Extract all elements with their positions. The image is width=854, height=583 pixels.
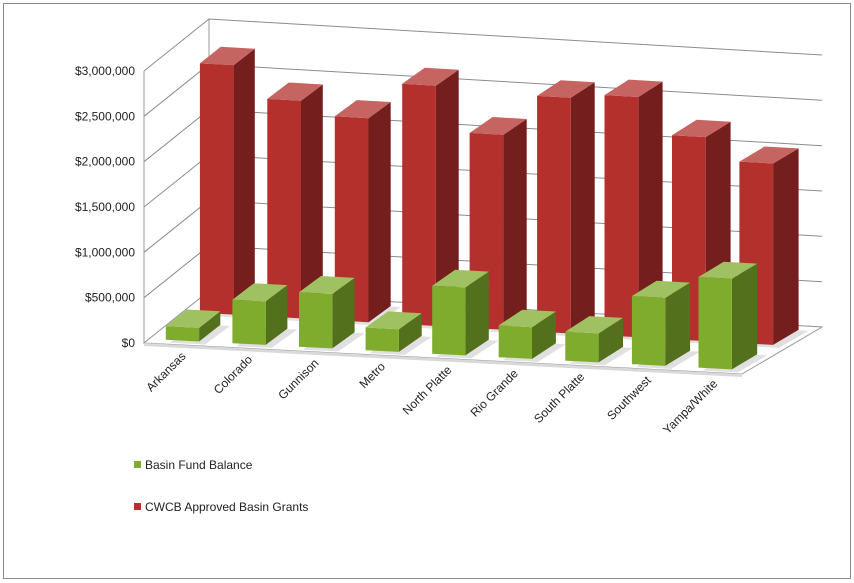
bar-top-face — [537, 80, 595, 98]
x-category-label: Yampa/White — [660, 376, 720, 436]
bar-basin-fund-balance — [165, 309, 231, 345]
bar-top-face — [604, 79, 663, 97]
legend-label-basin-fund-balance: Basin Fund Balance — [145, 458, 253, 472]
bar-cwcb-approved-basin-grants — [537, 80, 605, 337]
chart-frame: $0 $500,000 $1,000,000 $1,500,000 $2,000,000… — [3, 3, 851, 579]
bar-basin-fund-balance — [365, 311, 432, 355]
y-tick-label: $500,000 — [85, 291, 135, 305]
bar-top-face — [498, 309, 556, 328]
y-tick-label: $1,500,000 — [75, 200, 135, 214]
bar-top-face — [402, 67, 459, 86]
bar-side-face — [199, 311, 221, 342]
bar-front-face — [299, 292, 333, 349]
bar-top-face — [267, 82, 323, 101]
bars — [165, 46, 809, 373]
bar-top-face — [165, 309, 221, 328]
bar-top-face — [739, 146, 799, 164]
bar-front-face — [631, 296, 666, 366]
y-tick-label: $3,000,000 — [75, 64, 135, 78]
bar-basin-fund-balance — [498, 309, 566, 362]
bar-side-face — [301, 84, 323, 319]
legend-item: Basin Fund Balance — [134, 458, 253, 472]
bar-side-face — [665, 282, 691, 366]
bar-basin-fund-balance — [631, 280, 701, 369]
y-tick-label: $0 — [122, 336, 136, 350]
bar-side-face — [368, 102, 391, 323]
bar-basin-fund-balance — [565, 316, 633, 366]
bar-side-face — [532, 311, 556, 359]
bar-top-face — [365, 311, 422, 330]
bar-front-face — [232, 299, 266, 345]
bar-side-face — [570, 82, 595, 334]
x-category-label: Metro — [356, 359, 388, 391]
bar-chart: $0 $500,000 $1,000,000 $1,500,000 $2,000,000… — [75, 18, 824, 514]
bar-front-face — [604, 95, 639, 338]
bar-top-face — [432, 269, 489, 288]
y-tick-label: $2,500,000 — [75, 109, 135, 123]
bar-side-face — [332, 277, 355, 349]
bar-side-face — [503, 119, 527, 330]
bar-basin-fund-balance — [299, 276, 365, 352]
bar-top-face — [672, 119, 731, 138]
bar-front-face — [537, 95, 571, 334]
bar-top-face — [469, 117, 527, 135]
x-category-label: Arkansas — [143, 349, 188, 394]
bar-side-face — [398, 313, 422, 352]
floor-front-edge — [144, 343, 742, 377]
bar-side-face — [233, 48, 255, 315]
bar-front-face — [267, 98, 301, 319]
bar-side-face — [465, 271, 489, 356]
x-category-label: Southwest — [604, 373, 654, 423]
bar-front-face — [334, 116, 369, 323]
gridline — [143, 18, 823, 72]
bar-basin-fund-balance — [432, 269, 499, 359]
bar-front-face — [199, 63, 234, 315]
y-tick-label: $2,000,000 — [75, 155, 135, 169]
x-category-label: Rio Grande — [468, 366, 522, 420]
x-category-label: Colorado — [211, 352, 256, 397]
bar-side-face — [435, 69, 459, 326]
bar-front-face — [565, 331, 599, 363]
bar-top-face — [334, 100, 391, 119]
legend: Basin Fund Balance CWCB Approved Basin G… — [134, 458, 308, 514]
bar-side-face — [773, 148, 799, 345]
bar-front-face — [365, 327, 399, 352]
bar-side-face — [731, 263, 758, 370]
legend-swatch-cwcb-approved-basin-grants — [134, 503, 141, 510]
bar-top-face — [232, 283, 288, 302]
bar-top-face — [299, 276, 355, 294]
x-category-label: Gunnison — [275, 356, 321, 402]
bar-side-face — [598, 317, 623, 363]
bar-top-face — [698, 261, 758, 279]
bar-basin-fund-balance — [698, 261, 768, 373]
legend-item: CWCB Approved Basin Grants — [134, 500, 308, 514]
bar-cwcb-approved-basin-grants — [199, 46, 265, 318]
x-category-label: South Platte — [531, 370, 587, 426]
bar-top-face — [199, 46, 255, 66]
bar-front-face — [498, 325, 532, 359]
bar-top-face — [631, 280, 691, 298]
bar-basin-fund-balance — [232, 283, 298, 348]
bar-front-face — [698, 277, 732, 370]
legend-swatch-basin-fund-balance — [134, 461, 141, 468]
bar-side-face — [638, 81, 663, 338]
bar-front-face — [402, 83, 436, 326]
x-category-label: North Platte — [400, 363, 455, 418]
legend-label-cwcb-approved-basin-grants: CWCB Approved Basin Grants — [145, 500, 308, 514]
y-axis-ticks: $0 $500,000 $1,000,000 $1,500,000 $2,000,000… — [75, 64, 135, 350]
bar-side-face — [265, 285, 288, 345]
bar-front-face — [165, 326, 200, 342]
bar-top-face — [565, 316, 623, 334]
y-tick-label: $1,000,000 — [75, 245, 135, 259]
bar-front-face — [432, 285, 466, 356]
